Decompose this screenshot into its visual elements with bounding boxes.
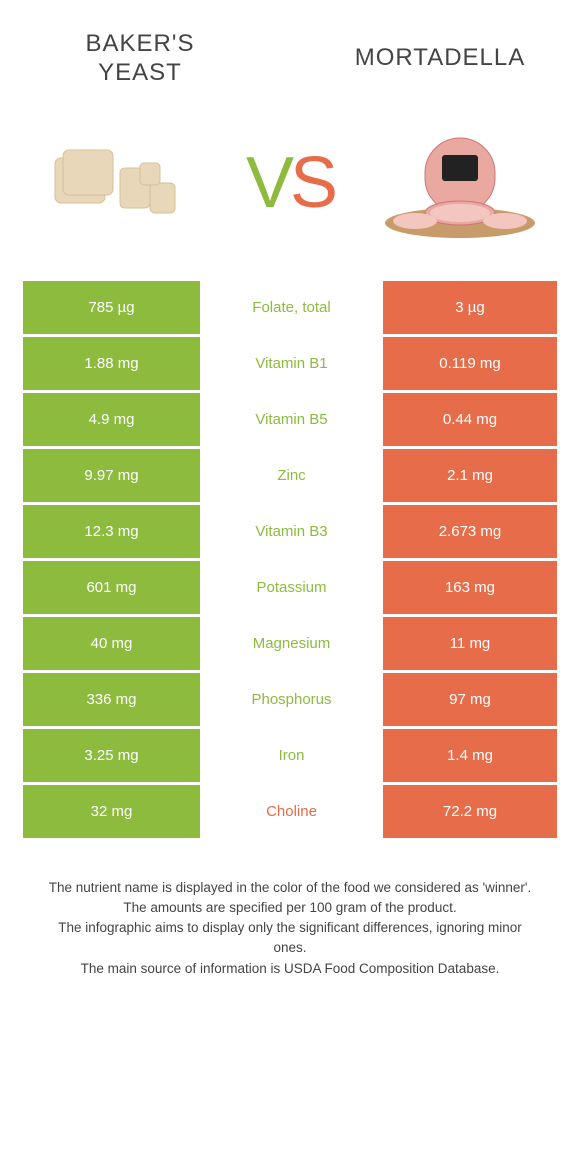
footer-line-2: The amounts are specified per 100 gram o…	[40, 898, 540, 918]
left-value: 785 µg	[20, 278, 200, 334]
left-value: 336 mg	[20, 670, 200, 726]
table-row: 4.9 mgVitamin B50.44 mg	[20, 390, 560, 446]
right-value: 2.1 mg	[380, 446, 560, 502]
nutrient-label: Magnesium	[200, 614, 380, 670]
vs-label: VS	[246, 142, 334, 224]
nutrient-label: Vitamin B3	[200, 502, 380, 558]
nutrient-label: Phosphorus	[200, 670, 380, 726]
comparison-table: 785 µgFolate, total3 µg1.88 mgVitamin B1…	[20, 278, 560, 838]
table-row: 32 mgCholine72.2 mg	[20, 782, 560, 838]
footer-line-1: The nutrient name is displayed in the co…	[40, 878, 540, 898]
footer-line-3: The infographic aims to display only the…	[40, 918, 540, 959]
right-value: 3 µg	[380, 278, 560, 334]
left-value: 1.88 mg	[20, 334, 200, 390]
table-row: 12.3 mgVitamin B32.673 mg	[20, 502, 560, 558]
left-value: 32 mg	[20, 782, 200, 838]
footer-notes: The nutrient name is displayed in the co…	[40, 878, 540, 979]
right-value: 0.119 mg	[380, 334, 560, 390]
header: BAKER'S YEAST MORTADELLA	[0, 0, 580, 98]
right-value: 0.44 mg	[380, 390, 560, 446]
right-value: 163 mg	[380, 558, 560, 614]
nutrient-label: Vitamin B5	[200, 390, 380, 446]
right-value: 1.4 mg	[380, 726, 560, 782]
table-row: 1.88 mgVitamin B10.119 mg	[20, 334, 560, 390]
right-value: 2.673 mg	[380, 502, 560, 558]
table-row: 336 mgPhosphorus97 mg	[20, 670, 560, 726]
yeast-image	[40, 118, 200, 248]
nutrient-label: Choline	[200, 782, 380, 838]
food-title-right: MORTADELLA	[350, 44, 530, 73]
left-value: 4.9 mg	[20, 390, 200, 446]
table-row: 3.25 mgIron1.4 mg	[20, 726, 560, 782]
table-row: 9.97 mgZinc2.1 mg	[20, 446, 560, 502]
left-value: 12.3 mg	[20, 502, 200, 558]
right-value: 97 mg	[380, 670, 560, 726]
nutrient-label: Folate, total	[200, 278, 380, 334]
images-row: VS	[0, 98, 580, 278]
table-row: 785 µgFolate, total3 µg	[20, 278, 560, 334]
left-value: 3.25 mg	[20, 726, 200, 782]
table-row: 40 mgMagnesium11 mg	[20, 614, 560, 670]
right-value: 11 mg	[380, 614, 560, 670]
right-value: 72.2 mg	[380, 782, 560, 838]
nutrient-label: Iron	[200, 726, 380, 782]
footer-line-4: The main source of information is USDA F…	[40, 959, 540, 979]
table-row: 601 mgPotassium163 mg	[20, 558, 560, 614]
nutrient-label: Potassium	[200, 558, 380, 614]
vs-v: V	[246, 142, 290, 224]
nutrient-label: Vitamin B1	[200, 334, 380, 390]
vs-s: S	[290, 142, 334, 224]
food-title-left: BAKER'S YEAST	[50, 30, 230, 88]
left-value: 9.97 mg	[20, 446, 200, 502]
nutrient-label: Zinc	[200, 446, 380, 502]
mortadella-image	[380, 118, 540, 248]
left-value: 40 mg	[20, 614, 200, 670]
left-value: 601 mg	[20, 558, 200, 614]
